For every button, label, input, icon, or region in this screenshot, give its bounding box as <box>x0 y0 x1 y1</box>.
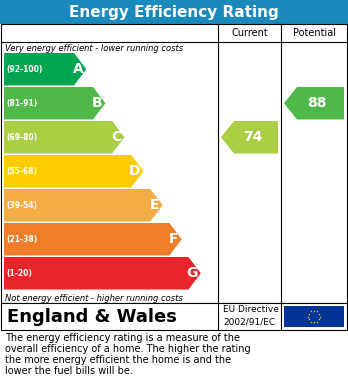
Polygon shape <box>4 257 201 289</box>
Text: EU Directive
2002/91/EC: EU Directive 2002/91/EC <box>223 305 279 326</box>
Text: the more energy efficient the home is and the: the more energy efficient the home is an… <box>5 355 231 365</box>
Text: (81-91): (81-91) <box>6 99 37 108</box>
Polygon shape <box>4 121 125 154</box>
Text: (1-20): (1-20) <box>6 269 32 278</box>
Text: (21-38): (21-38) <box>6 235 37 244</box>
Text: F: F <box>169 232 179 246</box>
Text: (55-68): (55-68) <box>6 167 37 176</box>
Bar <box>284 306 344 327</box>
Text: Not energy efficient - higher running costs: Not energy efficient - higher running co… <box>5 294 183 303</box>
Polygon shape <box>4 155 143 188</box>
Polygon shape <box>4 223 182 255</box>
Text: Current: Current <box>231 28 268 38</box>
Text: England & Wales: England & Wales <box>7 307 177 325</box>
Polygon shape <box>284 87 344 120</box>
Text: B: B <box>92 96 102 110</box>
Bar <box>1 303 347 330</box>
Text: overall efficiency of a home. The higher the rating: overall efficiency of a home. The higher… <box>5 344 251 354</box>
Bar <box>0 0 348 24</box>
Text: D: D <box>129 164 141 178</box>
Text: (69-80): (69-80) <box>6 133 37 142</box>
Text: Potential: Potential <box>293 28 335 38</box>
Text: (39-54): (39-54) <box>6 201 37 210</box>
Text: C: C <box>111 130 121 144</box>
Text: The energy efficiency rating is a measure of the: The energy efficiency rating is a measur… <box>5 333 240 343</box>
Bar <box>1 24 347 303</box>
Polygon shape <box>4 53 86 86</box>
Text: 74: 74 <box>243 130 262 144</box>
Text: 88: 88 <box>307 96 327 110</box>
Text: (92-100): (92-100) <box>6 65 42 74</box>
Polygon shape <box>221 121 278 154</box>
Text: G: G <box>187 266 198 280</box>
Polygon shape <box>4 87 105 120</box>
Polygon shape <box>4 189 163 221</box>
Text: A: A <box>73 62 83 76</box>
Text: Very energy efficient - lower running costs: Very energy efficient - lower running co… <box>5 44 183 53</box>
Text: E: E <box>150 198 160 212</box>
Text: lower the fuel bills will be.: lower the fuel bills will be. <box>5 366 133 376</box>
Text: Energy Efficiency Rating: Energy Efficiency Rating <box>69 5 279 20</box>
